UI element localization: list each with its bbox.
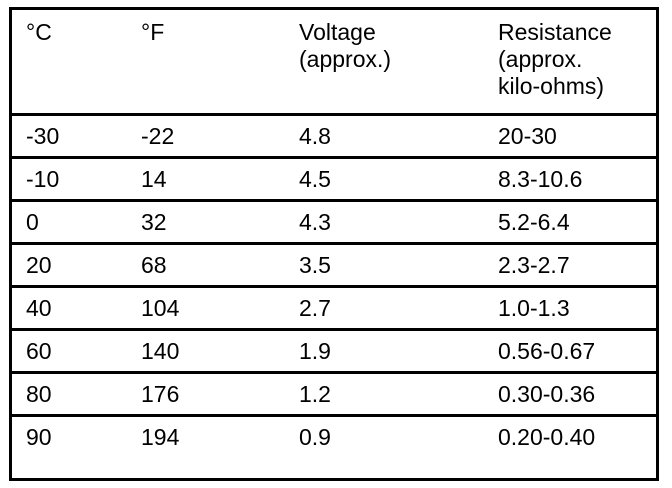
cell-resistance: 0.20-0.40 (498, 423, 596, 450)
cell-voltage: 1.2 (285, 372, 484, 417)
table-row: 0 32 4.3 5.2-6.4 (12, 200, 656, 245)
cell-resistance: 2.3-2.7 (484, 243, 656, 288)
cell-resistance: 20-30 (484, 114, 656, 159)
cell-resistance: 1.0-1.3 (484, 286, 656, 331)
cell-fahrenheit: 68 (127, 243, 285, 288)
table-row: 60 140 1.9 0.56-0.67 (12, 329, 656, 374)
cell-fahrenheit: 194 (141, 423, 180, 450)
header-fahrenheit: °F (127, 10, 285, 116)
header-resistance: Resistance (approx. kilo-ohms) (484, 10, 656, 116)
table-row: -30 -22 4.8 20-30 (12, 114, 656, 159)
header-celsius: °C (12, 10, 127, 116)
cell-voltage: 2.7 (285, 286, 484, 331)
cell-voltage: 0.9 (299, 423, 331, 450)
cell-voltage: 3.5 (285, 243, 484, 288)
cell-fahrenheit: 32 (127, 200, 285, 245)
table-row: 90 194 0.9 0.20-0.40 (12, 415, 656, 458)
table-row: -10 14 4.5 8.3-10.6 (12, 157, 656, 202)
cell-celsius: -30 (12, 114, 127, 159)
cell-voltage: 4.5 (285, 157, 484, 202)
cell-fahrenheit: 14 (127, 157, 285, 202)
table-row: 80 176 1.2 0.30-0.36 (12, 372, 656, 417)
cell-celsius: 40 (12, 286, 127, 331)
temperature-sensor-table: °C °F Voltage (approx.) Resistance (appr… (12, 10, 656, 458)
table-row: 20 68 3.5 2.3-2.7 (12, 243, 656, 288)
temperature-sensor-table-frame: °C °F Voltage (approx.) Resistance (appr… (9, 7, 659, 481)
cell-voltage: 1.9 (285, 329, 484, 374)
cell-resistance: 5.2-6.4 (484, 200, 656, 245)
cell-voltage: 4.8 (285, 114, 484, 159)
header-voltage: Voltage (approx.) (285, 10, 484, 116)
cell-celsius: 90 (26, 423, 52, 450)
cell-celsius: -10 (12, 157, 127, 202)
cell-resistance: 0.30-0.36 (484, 372, 656, 417)
cell-fahrenheit: -22 (127, 114, 285, 159)
cell-celsius: 0 (12, 200, 127, 245)
cell-resistance: 8.3-10.6 (484, 157, 656, 202)
cell-resistance: 0.56-0.67 (484, 329, 656, 374)
cell-celsius: 60 (12, 329, 127, 374)
table-row: 40 104 2.7 1.0-1.3 (12, 286, 656, 331)
table-header-row: °C °F Voltage (approx.) Resistance (appr… (12, 10, 656, 116)
cell-fahrenheit: 140 (127, 329, 285, 374)
cell-fahrenheit: 104 (127, 286, 285, 331)
cell-voltage: 4.3 (285, 200, 484, 245)
cell-celsius: 80 (12, 372, 127, 417)
cell-celsius: 20 (12, 243, 127, 288)
cell-fahrenheit: 176 (127, 372, 285, 417)
